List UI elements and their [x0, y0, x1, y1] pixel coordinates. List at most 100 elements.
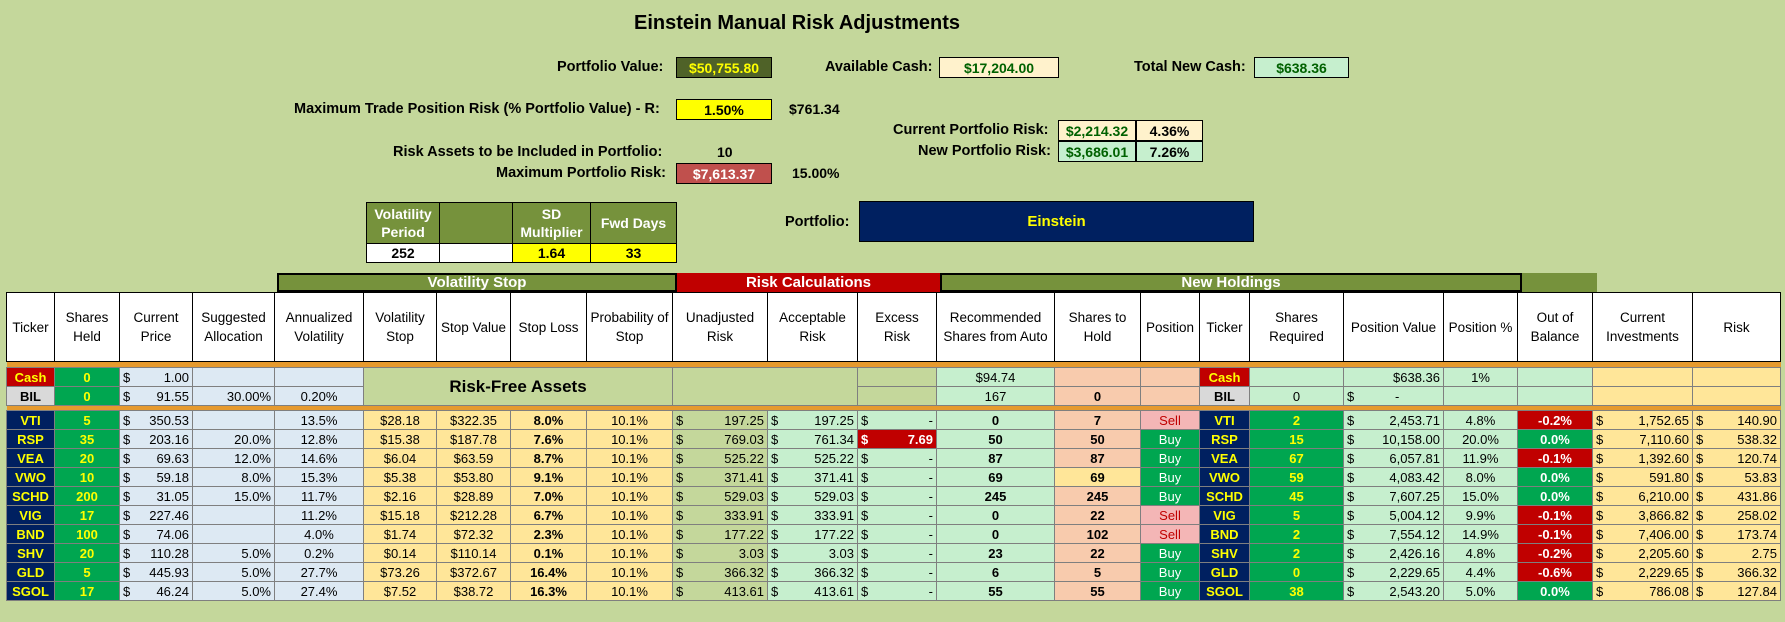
alloc-cell[interactable] [192, 367, 275, 387]
ticker-cell[interactable]: BND [6, 524, 55, 544]
sd-multiplier-value[interactable]: 1.64 [512, 243, 591, 263]
shares-held-cell[interactable]: 17 [54, 581, 120, 601]
shares-held-cell[interactable]: 20 [54, 543, 120, 563]
position-value-cell-value: 6,057.81 [1389, 450, 1440, 466]
alloc-cell[interactable] [192, 505, 275, 525]
alloc-cell[interactable]: 8.0% [192, 467, 275, 487]
price-cell[interactable]: $1.00 [119, 367, 193, 387]
shares-to-hold-cell[interactable]: 55 [1054, 581, 1141, 601]
shares-held-cell[interactable]: 0 [54, 367, 120, 387]
shares-held-cell[interactable]: 0 [54, 386, 120, 406]
shares-held-cell[interactable]: 35 [54, 429, 120, 449]
vol-period-value[interactable]: 252 [366, 243, 440, 263]
total-new-cash[interactable]: $638.36 [1254, 57, 1349, 78]
alloc-cell[interactable]: 15.0% [192, 486, 275, 506]
col-shares-to-hold: Shares to Hold [1054, 292, 1141, 362]
vol-stop-cell: $28.18 [363, 410, 437, 430]
stop-value-cell: $187.78 [436, 429, 511, 449]
position-value-cell-value: 4,083.42 [1389, 469, 1440, 485]
ticker-cell[interactable]: VIG [6, 505, 55, 525]
max-trade-risk-pct[interactable]: 1.50% [676, 99, 772, 120]
ticker-cell[interactable]: VWO [6, 467, 55, 487]
unadjusted-risk-cell-value: 529.03 [724, 488, 764, 504]
alloc-cell[interactable] [192, 410, 275, 430]
risk-cell-value: 140.90 [1737, 412, 1777, 428]
bil-row: BIL 0 $91.55 30.00% 0.20% 167 0 BIL 0 $ - [6, 386, 1781, 406]
ticker-cell[interactable]: SGOL [6, 581, 55, 601]
shares-held-cell[interactable]: 17 [54, 505, 120, 525]
volatility-stop-band: Volatility Stop [277, 273, 677, 292]
shares-held-cell[interactable]: 10 [54, 467, 120, 487]
table-row: RSP 35 $203.16 20.0% 12.8% $15.38 $187.7… [6, 429, 1781, 449]
shares-held-cell[interactable]: 5 [54, 410, 120, 430]
excess-risk-value: - [928, 507, 933, 523]
position-pct-cell: 5.0% [1443, 581, 1518, 601]
risk-assets-count[interactable]: 10 [717, 144, 733, 160]
ticker-cell[interactable]: BIL [6, 386, 55, 406]
price-cell: $59.18 [119, 467, 193, 487]
hold-cell[interactable] [1054, 367, 1141, 387]
portfolio-name[interactable]: Einstein [859, 201, 1254, 242]
ticker-cell[interactable]: GLD [6, 562, 55, 582]
price-cell-value: 69.63 [156, 450, 189, 466]
risk-cell: $53.83 [1692, 467, 1781, 487]
available-cash[interactable]: $17,204.00 [939, 57, 1059, 78]
shares-held-cell[interactable]: 100 [54, 524, 120, 544]
shares-to-hold-cell[interactable]: 69 [1054, 467, 1141, 487]
prob-stop-cell: 10.1% [586, 524, 673, 544]
portfolio-value[interactable]: $50,755.80 [676, 57, 772, 78]
new-risk-pct: 7.26% [1136, 141, 1203, 162]
alloc-cell[interactable]: 20.0% [192, 429, 275, 449]
excess-risk-cell: $ - [857, 410, 937, 430]
ticker-cell[interactable]: VTI [6, 410, 55, 430]
alloc-cell[interactable] [192, 524, 275, 544]
stop-value-cell: $110.14 [436, 543, 511, 563]
page-title: Einstein Manual Risk Adjustments [634, 12, 960, 34]
excess-risk-value: - [928, 412, 933, 428]
col-recommended-shares: Recommended Shares from Auto [936, 292, 1055, 362]
rec-shares-cell: 6 [936, 562, 1055, 582]
shares-held-cell[interactable]: 200 [54, 486, 120, 506]
risk-cell-value: 2.75 [1751, 545, 1777, 561]
risk-cell: $140.90 [1692, 410, 1781, 430]
shares-to-hold-cell[interactable]: 7 [1054, 410, 1141, 430]
table-row: VIG 17 $227.46 11.2% $15.18 $212.28 6.7%… [6, 505, 1781, 525]
shares-held-cell[interactable]: 5 [54, 562, 120, 582]
stop-loss-cell: 2.3% [510, 524, 587, 544]
alloc-cell[interactable]: 5.0% [192, 543, 275, 563]
hold-cell[interactable]: 0 [1054, 386, 1141, 406]
shares-to-hold-cell[interactable]: 22 [1054, 543, 1141, 563]
alloc-cell[interactable]: 30.00% [192, 386, 275, 406]
ticker-cell[interactable]: Cash [6, 367, 55, 387]
stop-value-cell: $322.35 [436, 410, 511, 430]
stop-loss-cell: 6.7% [510, 505, 587, 525]
shares-to-hold-cell[interactable]: 5 [1054, 562, 1141, 582]
shares-to-hold-cell[interactable]: 22 [1054, 505, 1141, 525]
ticker-cell[interactable]: RSP [6, 429, 55, 449]
vol-cell: 15.3% [274, 467, 364, 487]
shares-to-hold-cell[interactable]: 87 [1054, 448, 1141, 468]
current-investments-cell-value: 6,210.00 [1638, 488, 1689, 504]
price-cell: $46.24 [119, 581, 193, 601]
col-position: Position [1140, 292, 1200, 362]
shares-held-cell[interactable]: 20 [54, 448, 120, 468]
risk-free-assets-label: Risk-Free Assets [363, 367, 673, 406]
ticker-cell[interactable]: SCHD [6, 486, 55, 506]
alloc-cell[interactable]: 5.0% [192, 562, 275, 582]
blank-header [439, 202, 513, 244]
shares-required-cell: 2 [1249, 543, 1344, 563]
fwd-days-value[interactable]: 33 [590, 243, 677, 263]
price-cell[interactable]: $91.55 [119, 386, 193, 406]
shares-to-hold-cell[interactable]: 102 [1054, 524, 1141, 544]
shares-to-hold-cell[interactable]: 245 [1054, 486, 1141, 506]
ticker-cell[interactable]: VEA [6, 448, 55, 468]
current-investments-cell-value: 1,392.60 [1638, 450, 1689, 466]
ticker-cell[interactable]: SHV [6, 543, 55, 563]
vol-period-header: Volatility Period [366, 202, 440, 244]
vol-stop-cell: $0.14 [363, 543, 437, 563]
alloc-cell[interactable]: 5.0% [192, 581, 275, 601]
current-investments-cell: $3,866.82 [1592, 505, 1693, 525]
alloc-cell[interactable]: 12.0% [192, 448, 275, 468]
sd-multiplier-header: SD Multiplier [512, 202, 591, 244]
shares-to-hold-cell[interactable]: 50 [1054, 429, 1141, 449]
